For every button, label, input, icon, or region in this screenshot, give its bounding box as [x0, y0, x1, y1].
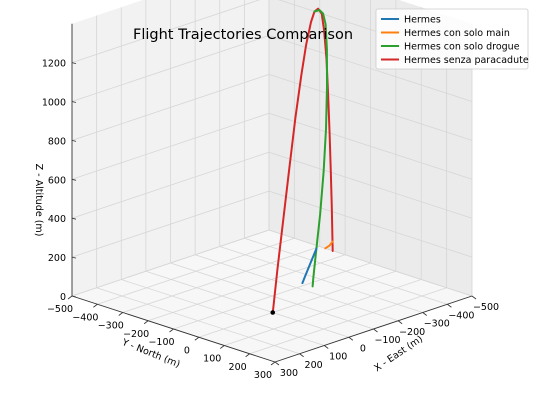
grid-z-back-xz — [71, 112, 270, 180]
y-tick-label: −100 — [148, 337, 174, 348]
grid-floor-y — [97, 237, 295, 305]
z-tick-label: 0 — [60, 292, 66, 303]
x-tick-label: −300 — [424, 319, 450, 330]
grid-floor-y — [249, 287, 447, 355]
legend: Hermes Hermes con solo main Hermes con sol… — [375, 8, 529, 70]
x-tick-mark — [447, 303, 452, 308]
z-tick-label: 1200 — [42, 59, 66, 70]
x-tick-label: 200 — [305, 360, 323, 371]
grid-z-back-yz — [268, 112, 473, 180]
x-tick-label: −400 — [448, 310, 474, 321]
grid-floor-y — [147, 254, 346, 322]
x-tick-mark — [397, 320, 403, 325]
z-tick-mark — [71, 62, 77, 64]
y-tick-mark — [67, 295, 73, 300]
x-tick-mark — [274, 361, 280, 366]
y-tick-label: 300 — [254, 370, 272, 381]
y-tick-mark — [220, 345, 225, 349]
x-tick-mark — [324, 345, 329, 349]
grid-z-back-yz — [268, 190, 473, 258]
y-tick-mark — [194, 336, 200, 341]
y-tick-label: 0 — [184, 345, 190, 356]
z-tick-label: 600 — [48, 175, 66, 186]
y-tick-mark — [270, 361, 276, 366]
grid-floor-y — [224, 279, 422, 346]
series-line-hermes — [301, 247, 318, 285]
z-tick-mark — [71, 295, 77, 298]
legend-box — [375, 8, 529, 70]
y-tick-mark — [245, 353, 250, 358]
y-tick-label: −500 — [47, 304, 73, 315]
grid-z-back-xz — [71, 229, 270, 297]
x-tick-label: −200 — [399, 327, 425, 338]
grid-z-back-yz — [268, 151, 473, 219]
series-line-hermes-con-solo-main — [324, 240, 334, 250]
legend-label: Hermes — [404, 15, 441, 26]
x-tick-label: 100 — [329, 352, 347, 363]
grid-z-back-xz — [71, 74, 270, 141]
y-tick-mark — [143, 320, 149, 325]
z-tick-mark — [71, 101, 77, 103]
z-tick-label: 800 — [48, 136, 66, 147]
legend-label: Hermes con solo main — [404, 28, 510, 39]
grid-floor-y — [122, 246, 320, 313]
y-tick-mark — [93, 303, 98, 308]
z-tick-mark — [71, 178, 77, 181]
y-tick-label: 100 — [203, 354, 221, 365]
z-tick-mark — [71, 217, 77, 220]
series-line-hermes-senza-paracadute — [271, 7, 334, 314]
y-tick-label: 200 — [229, 362, 247, 373]
z-tick-mark — [71, 140, 77, 142]
x-tick-label: −100 — [374, 335, 400, 346]
grid-z-back-xz — [71, 151, 270, 219]
y-tick-mark — [118, 312, 123, 316]
grid-z-back-xz — [71, 35, 270, 102]
tick-labels: −500−400−300−200−1000100200300−500−400−3… — [42, 59, 499, 381]
grid-z-back-xz — [71, 190, 270, 258]
y-tick-mark — [169, 328, 174, 333]
x-tick-mark — [373, 328, 378, 333]
series-lines — [270, 7, 334, 315]
x-tick-mark — [299, 353, 304, 358]
legend-label: Hermes senza paracadute — [404, 55, 529, 66]
y-tick-label: −400 — [72, 312, 98, 323]
z-tick-mark — [71, 256, 77, 259]
z-axis-label: Z - Altitude (m) — [33, 164, 44, 237]
y-tick-label: −300 — [98, 321, 124, 332]
chart-title: Flight Trajectories Comparison — [133, 27, 353, 43]
series-line-hermes-con-solo-drogue — [311, 9, 328, 288]
grid-floor-y — [173, 262, 371, 330]
grid-z-back-yz — [268, 35, 473, 102]
launch-point-marker — [270, 310, 276, 315]
x-tick-label: 0 — [360, 343, 366, 354]
z-tick-label: 1000 — [42, 98, 66, 109]
y-tick-label: −200 — [123, 329, 149, 340]
grid-z-back-yz — [268, 74, 473, 141]
z-tick-label: 400 — [48, 214, 66, 225]
z-tick-label: 200 — [48, 253, 66, 264]
x-tick-mark — [422, 312, 427, 316]
x-tick-label: 300 — [280, 368, 298, 379]
x-tick-label: −500 — [473, 302, 499, 313]
x-tick-mark — [471, 295, 477, 300]
grid-z-back-xz — [71, 0, 261, 63]
grid-z-back-yz — [268, 229, 473, 297]
x-tick-mark — [348, 336, 354, 341]
legend-label: Hermes con solo drogue — [404, 42, 520, 53]
grid-floor-y — [198, 270, 397, 338]
